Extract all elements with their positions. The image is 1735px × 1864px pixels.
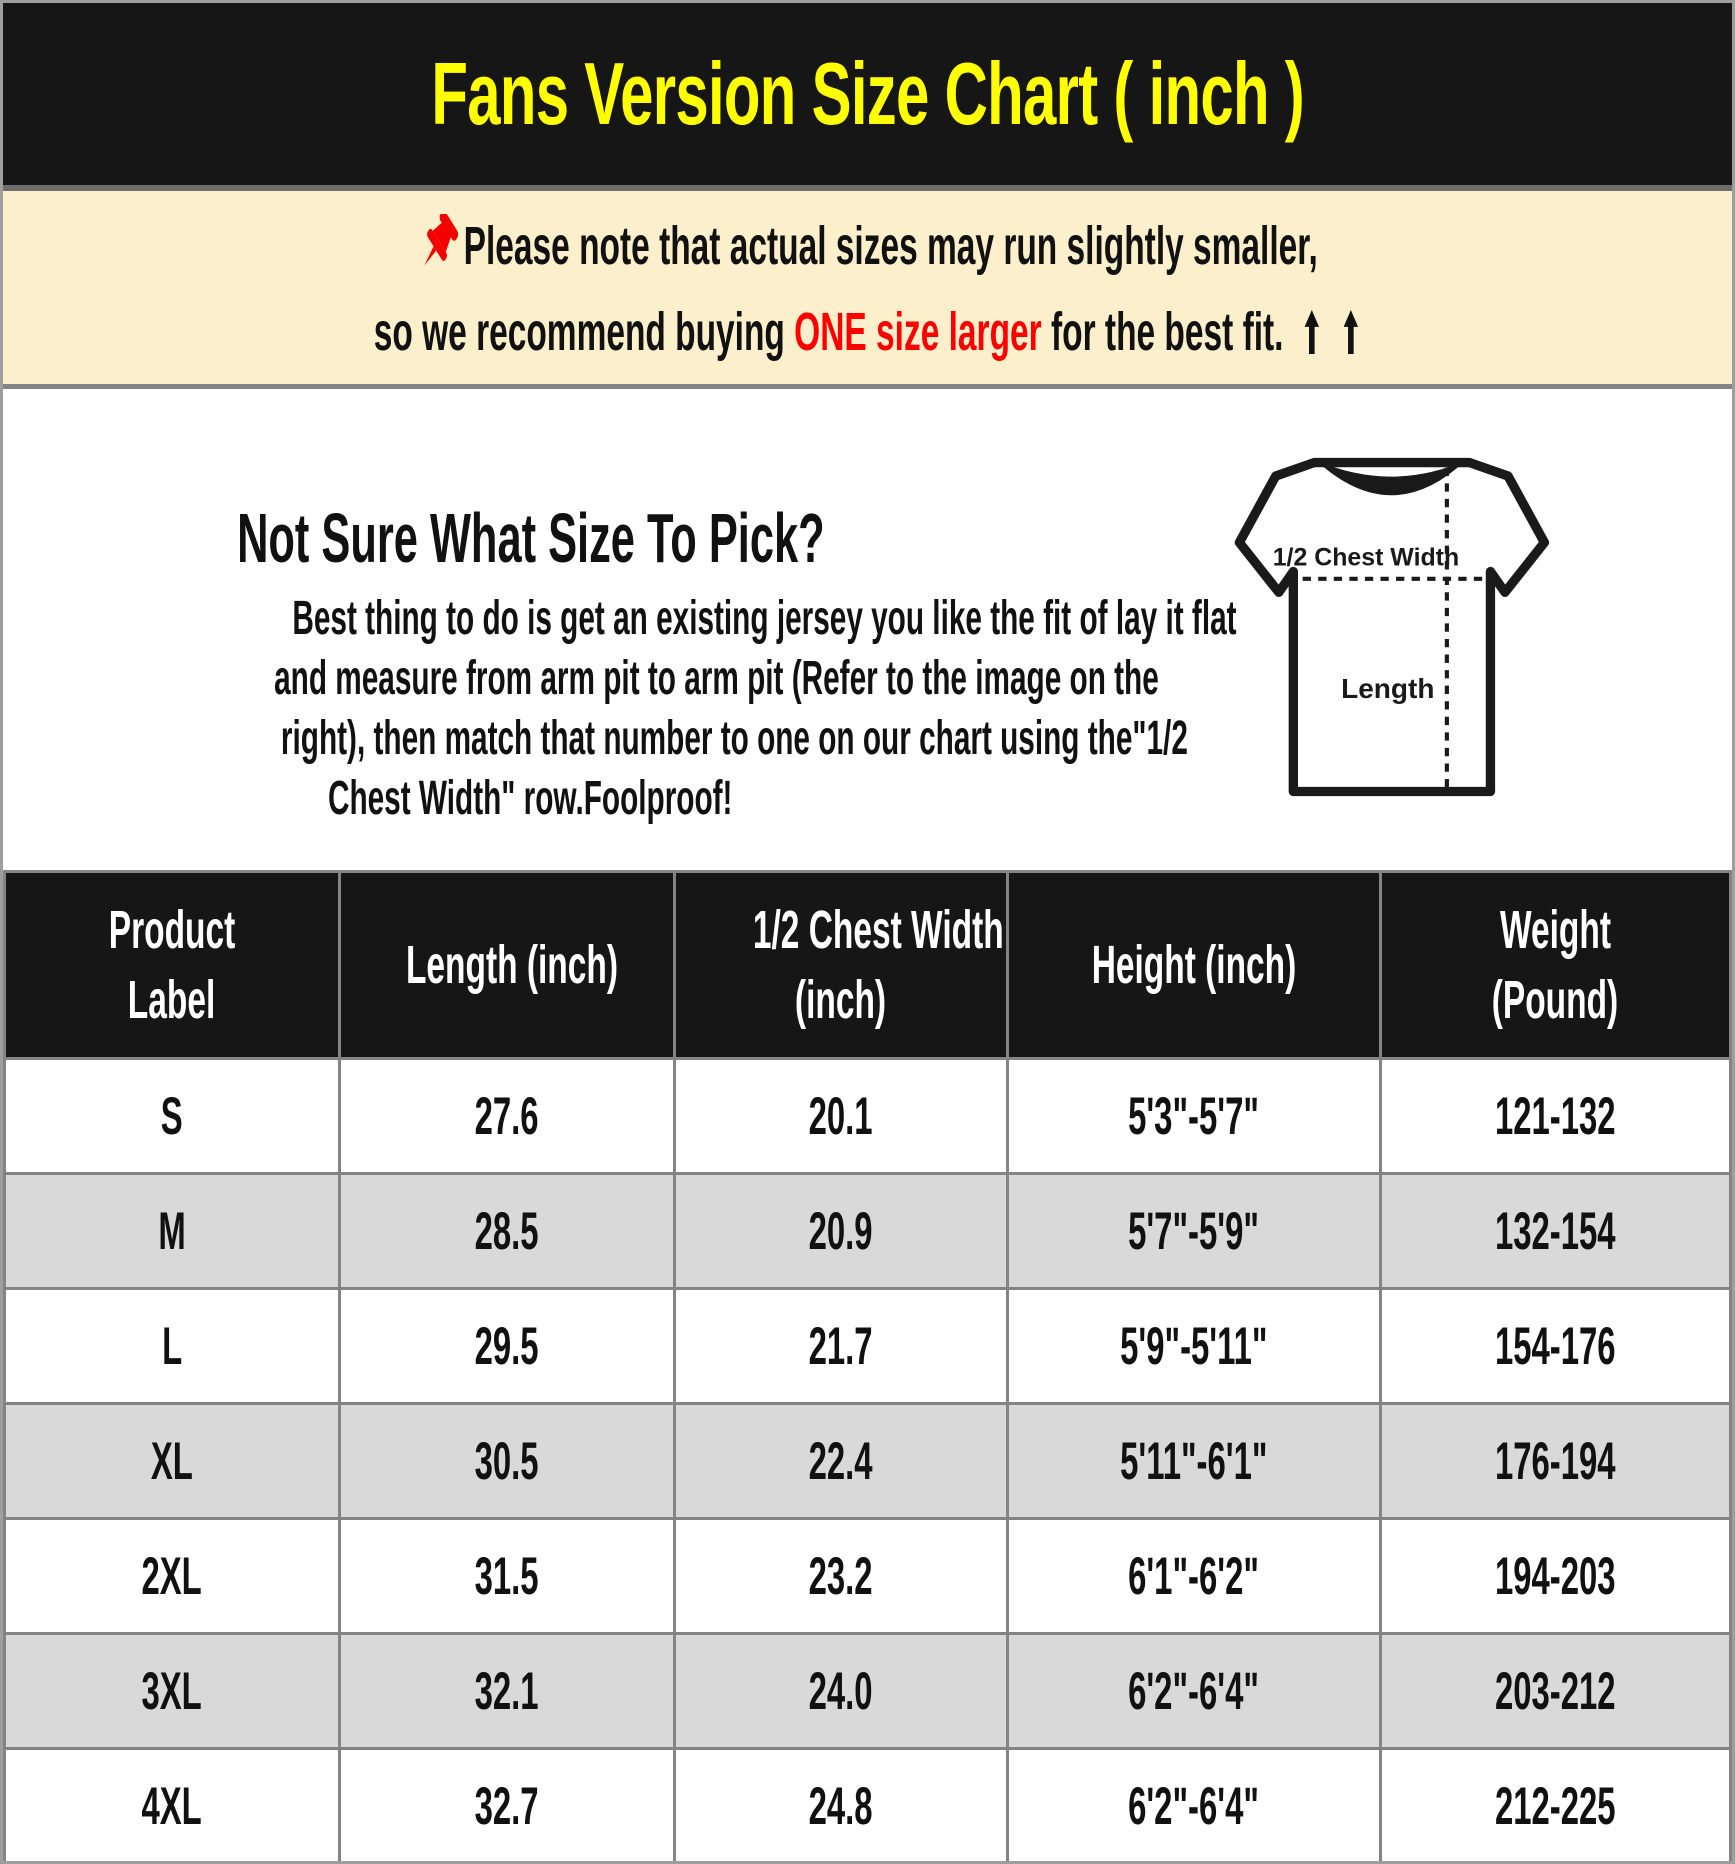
cell-weight: 194-203 xyxy=(1378,1517,1732,1635)
sizing-guide: Not Sure What Size To Pick? Best thing t… xyxy=(3,389,1732,870)
cell-length: 28.5 xyxy=(337,1172,676,1290)
guide-body-line: Chest Width" row.Foolproof! xyxy=(328,772,733,825)
cell-height: 5'3"-5'7" xyxy=(1005,1057,1382,1175)
cell-half-chest: 23.2 xyxy=(672,1517,1009,1635)
header-cell-length: Length (inch) xyxy=(337,870,676,1060)
cell-half-chest: 24.0 xyxy=(672,1632,1009,1750)
size-row-4xl: 4XL 32.7 24.8 6'2"-6'4" 212-225 xyxy=(3,1747,1732,1861)
cell-length: 27.6 xyxy=(337,1057,676,1175)
tshirt-measurement-illustration: 1/2 Chest Width Length xyxy=(1234,457,1550,797)
cell-size-label: 2XL xyxy=(3,1517,341,1635)
header-cell-product-label: Product Label xyxy=(3,870,341,1060)
length-label: Length xyxy=(1341,673,1434,704)
cell-size-label: M xyxy=(3,1172,341,1290)
guide-body-line: right), then match that number to one on… xyxy=(280,712,1188,765)
cell-height: 6'2"-6'4" xyxy=(1005,1747,1382,1861)
cell-half-chest: 20.9 xyxy=(672,1172,1009,1290)
size-row-s: S 27.6 20.1 5'3"-5'7" 121-132 xyxy=(3,1057,1732,1175)
cell-height: 5'11"-6'1" xyxy=(1005,1402,1382,1520)
cell-height: 6'2"-6'4" xyxy=(1005,1632,1382,1750)
tshirt-diagram: 1/2 Chest Width Length xyxy=(1058,389,1732,870)
cell-size-label: L xyxy=(3,1287,341,1405)
up-arrow-icon xyxy=(1343,309,1359,354)
cell-length: 32.7 xyxy=(337,1747,676,1861)
note-line-2: so we recommend buying ONE size larger f… xyxy=(71,302,1664,362)
title-banner: Fans Version Size Chart ( inch ) xyxy=(3,3,1732,191)
table-header-row: Product Label Length (inch) 1/2 Chest Wi… xyxy=(3,870,1732,1060)
size-row-xl: XL 30.5 22.4 5'11"-6'1" 176-194 xyxy=(3,1402,1732,1520)
cell-weight: 203-212 xyxy=(1378,1632,1732,1750)
guide-body-line: and measure from arm pit to arm pit (Ref… xyxy=(274,652,1159,705)
cell-length: 30.5 xyxy=(337,1402,676,1520)
note-text-1: Please note that actual sizes may run sl… xyxy=(463,215,1318,276)
cell-length: 29.5 xyxy=(337,1287,676,1405)
size-row-2xl: 2XL 31.5 23.2 6'1"-6'2" 194-203 xyxy=(3,1517,1732,1635)
note-highlight: ONE size larger xyxy=(793,301,1042,362)
header-cell-half-chest: 1/2 Chest Width (inch) xyxy=(672,870,1009,1060)
up-arrow-icon xyxy=(1304,309,1320,354)
cell-weight: 212-225 xyxy=(1378,1747,1732,1861)
chest-width-label: 1/2 Chest Width xyxy=(1273,543,1459,571)
cell-half-chest: 22.4 xyxy=(672,1402,1009,1520)
cell-height: 5'9"-5'11" xyxy=(1005,1287,1382,1405)
pushpin-icon xyxy=(424,210,458,265)
size-row-l: L 29.5 21.7 5'9"-5'11" 154-176 xyxy=(3,1287,1732,1405)
note-line-1: Please note that actual sizes may run sl… xyxy=(142,210,1594,278)
cell-height: 6'1"-6'2" xyxy=(1005,1517,1382,1635)
cell-size-label: 4XL xyxy=(3,1747,341,1861)
cell-half-chest: 21.7 xyxy=(672,1287,1009,1405)
header-cell-weight: Weight (Pound) xyxy=(1378,870,1732,1060)
guide-heading: Not Sure What Size To Pick? xyxy=(236,499,825,577)
cell-weight: 121-132 xyxy=(1378,1057,1732,1175)
cell-length: 31.5 xyxy=(337,1517,676,1635)
note-text-2-prefix: so we recommend buying xyxy=(373,301,794,362)
guide-body-line: Best thing to do is get an existing jers… xyxy=(292,592,1237,645)
note-text-2-suffix: for the best fit. xyxy=(1041,301,1284,362)
cell-size-label: S xyxy=(3,1057,341,1175)
page-title: Fans Version Size Chart ( inch ) xyxy=(431,44,1304,143)
size-row-m: M 28.5 20.9 5'7"-5'9" 132-154 xyxy=(3,1172,1732,1290)
size-row-3xl: 3XL 32.1 24.0 6'2"-6'4" 203-212 xyxy=(3,1632,1732,1750)
cell-weight: 132-154 xyxy=(1378,1172,1732,1290)
cell-length: 32.1 xyxy=(337,1632,676,1750)
cell-size-label: 3XL xyxy=(3,1632,341,1750)
header-cell-height: Height (inch) xyxy=(1005,870,1382,1060)
size-table: Product Label Length (inch) 1/2 Chest Wi… xyxy=(3,870,1732,1861)
note-banner: Please note that actual sizes may run sl… xyxy=(3,191,1732,389)
cell-half-chest: 20.1 xyxy=(672,1057,1009,1175)
cell-height: 5'7"-5'9" xyxy=(1005,1172,1382,1290)
cell-weight: 176-194 xyxy=(1378,1402,1732,1520)
cell-half-chest: 24.8 xyxy=(672,1747,1009,1861)
cell-size-label: XL xyxy=(3,1402,341,1520)
sizing-guide-text: Not Sure What Size To Pick? Best thing t… xyxy=(3,389,1237,870)
cell-weight: 154-176 xyxy=(1378,1287,1732,1405)
